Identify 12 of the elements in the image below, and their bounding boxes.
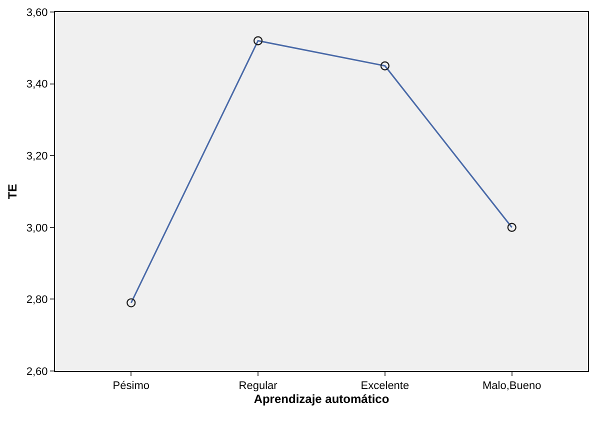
x-tick-label: Pésimo [112, 380, 150, 392]
x-tick-label: Malo,Bueno [482, 380, 542, 392]
x-tick-label: Excelente [360, 380, 410, 392]
x-axis-title: Aprendizaje automático [254, 392, 390, 406]
y-tick-label: 2,80 [26, 294, 48, 306]
x-tick-label: Regular [238, 380, 278, 392]
y-tick-label: 3,20 [26, 150, 48, 162]
y-tick-label: 3,00 [26, 222, 48, 234]
y-tick-label: 2,60 [26, 366, 48, 378]
y-axis-title: TE [6, 184, 20, 200]
y-tick-label: 3,40 [26, 78, 48, 91]
y-tick-label: 3,60 [26, 6, 48, 19]
